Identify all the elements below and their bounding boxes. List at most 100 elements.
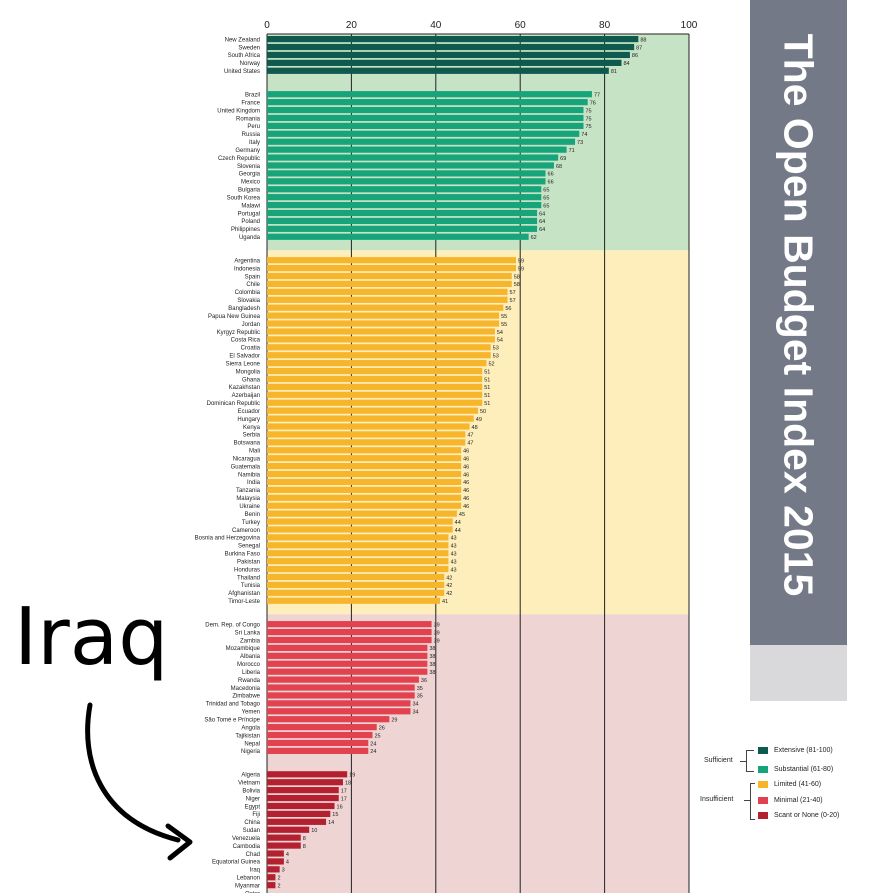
bar xyxy=(267,352,491,359)
country-label: Hungary xyxy=(237,417,260,423)
bar xyxy=(267,692,415,699)
country-label: Bosnia and Herzegovina xyxy=(195,536,261,542)
value-label: 34 xyxy=(412,702,418,708)
value-label: 59 xyxy=(518,258,524,264)
value-label: 65 xyxy=(543,195,549,201)
x-tick-label: 80 xyxy=(599,20,611,31)
legend-bracket xyxy=(746,771,754,772)
country-label: South Korea xyxy=(227,195,261,201)
country-label: Tunisia xyxy=(241,583,261,589)
bar xyxy=(267,502,462,509)
bar xyxy=(267,724,377,731)
value-label: 47 xyxy=(467,441,473,447)
value-label: 43 xyxy=(450,552,456,558)
bar xyxy=(267,589,445,596)
bar xyxy=(267,336,495,343)
country-label: France xyxy=(241,100,260,106)
bar xyxy=(267,201,542,209)
country-label: Kenya xyxy=(243,425,261,431)
country-label: Sierra Leone xyxy=(226,361,261,367)
legend-swatch xyxy=(758,811,768,819)
value-label: 64 xyxy=(539,227,545,233)
title-sidebar xyxy=(750,0,847,645)
value-label: 36 xyxy=(421,678,427,684)
legend-item-substantial: Substantial (61-80) xyxy=(758,764,833,774)
country-label: Chile xyxy=(246,282,260,288)
sidebar-title: The Open Budget Index 2015 xyxy=(775,33,822,597)
country-label: Portugal xyxy=(238,211,260,217)
bar xyxy=(267,565,449,573)
country-label: Russia xyxy=(242,132,261,138)
bar xyxy=(267,455,462,462)
country-label: Algeria xyxy=(241,773,260,779)
value-label: 47 xyxy=(467,433,473,439)
bar xyxy=(267,106,584,114)
sidebar-footer-block xyxy=(750,645,847,701)
legend-swatch xyxy=(758,765,768,773)
country-label: Fiji xyxy=(252,812,260,818)
country-label: United States xyxy=(224,69,260,75)
bar xyxy=(267,747,369,754)
value-label: 24 xyxy=(370,749,376,755)
legend-bracket xyxy=(740,761,746,762)
country-label: Serbia xyxy=(243,433,261,439)
legend: Sufficient Insufficient Extensive (81-10… xyxy=(700,745,860,825)
value-label: 69 xyxy=(560,156,566,162)
value-label: 19 xyxy=(349,773,355,779)
country-label: Cambodia xyxy=(233,844,261,850)
value-label: 64 xyxy=(539,211,545,217)
country-label: Brazil xyxy=(245,93,260,99)
value-label: 35 xyxy=(417,694,423,700)
country-label: El Salvador xyxy=(229,354,260,360)
bar xyxy=(267,518,453,525)
bar xyxy=(267,787,339,794)
country-label: Burkina Faso xyxy=(225,552,261,558)
value-label: 57 xyxy=(510,290,516,296)
value-label: 54 xyxy=(497,338,503,344)
bar xyxy=(267,826,310,833)
country-label: Uganda xyxy=(239,235,261,241)
country-label: South Africa xyxy=(228,53,261,59)
bar xyxy=(267,265,516,272)
value-label: 64 xyxy=(539,219,545,225)
value-label: 38 xyxy=(429,654,435,660)
country-label: Afghanistan xyxy=(228,591,260,597)
country-label: Turkey xyxy=(242,520,260,526)
country-label: Bulgaria xyxy=(238,188,261,194)
value-label: 46 xyxy=(463,456,469,462)
bar xyxy=(267,296,508,303)
value-label: 86 xyxy=(632,53,638,59)
bar xyxy=(267,834,301,841)
country-label: Chad xyxy=(246,852,260,858)
value-label: 2 xyxy=(277,876,280,882)
value-label: 46 xyxy=(463,449,469,455)
country-label: United Kingdom xyxy=(217,108,260,114)
value-label: 2 xyxy=(277,883,280,889)
country-label: Macedonia xyxy=(231,686,261,692)
value-label: 66 xyxy=(548,180,554,186)
country-label: Slovenia xyxy=(237,164,261,170)
country-label: Peru xyxy=(247,124,260,130)
country-label: Myanmar xyxy=(235,883,260,889)
bar xyxy=(267,731,373,739)
value-label: 53 xyxy=(493,346,499,352)
bar xyxy=(267,858,284,865)
country-label: Nigeria xyxy=(241,749,261,755)
value-label: 75 xyxy=(586,116,592,122)
bar xyxy=(267,154,559,161)
bar xyxy=(267,383,483,390)
value-label: 17 xyxy=(341,788,347,794)
country-label: São Tomé e Príncipe xyxy=(204,718,260,724)
value-label: 76 xyxy=(590,100,596,106)
country-label: Czech Republic xyxy=(218,156,260,162)
country-label: Sri Lanka xyxy=(235,630,261,636)
value-label: 42 xyxy=(446,575,452,581)
value-label: 39 xyxy=(434,638,440,644)
value-label: 87 xyxy=(636,45,642,51)
value-label: 46 xyxy=(463,472,469,478)
value-label: 43 xyxy=(450,544,456,550)
country-label: Lebanon xyxy=(237,876,260,882)
x-tick-label: 0 xyxy=(264,20,270,31)
country-label: Mali xyxy=(249,449,260,455)
country-label: Kazakhstan xyxy=(229,385,260,391)
